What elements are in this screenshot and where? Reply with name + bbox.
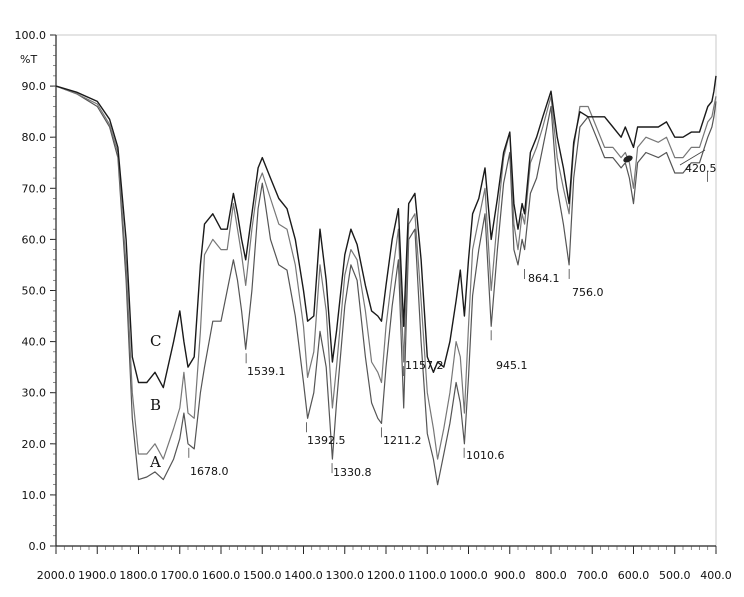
- y-tick-label: 20.0: [22, 438, 47, 451]
- y-tick-label: 30.0: [22, 387, 47, 400]
- curve-label-b: B: [150, 396, 161, 414]
- peak-label: 864.1: [528, 272, 560, 285]
- x-tick-label: 500.0: [659, 569, 691, 582]
- x-tick-label: 1400.0: [284, 569, 323, 582]
- y-tick-label: 70.0: [22, 182, 47, 195]
- x-tick-label: 1200.0: [367, 569, 406, 582]
- peak-label: 1330.8: [333, 466, 372, 479]
- peak-label: 1539.1: [247, 365, 286, 378]
- x-tick-label: 1100.0: [408, 569, 447, 582]
- series-line-a: [55, 85, 717, 486]
- y-tick-label: 80.0: [22, 131, 47, 144]
- peak-label: 1392.5: [307, 434, 346, 447]
- y-tick-label: 100.0: [15, 29, 47, 42]
- peak-label: 1678.0: [190, 465, 229, 478]
- x-tick-label: 1700.0: [161, 569, 200, 582]
- y-tick-label: 50.0: [22, 285, 47, 298]
- x-tick-label: 1600.0: [202, 569, 241, 582]
- series-line-b: [55, 85, 717, 460]
- peak-label: 945.1: [496, 359, 528, 372]
- x-tick-label: 600.0: [618, 569, 650, 582]
- y-tick-label: 60.0: [22, 233, 47, 246]
- peak-label: 756.0: [572, 286, 604, 299]
- series-line-c: [55, 75, 717, 389]
- peak-label: 420.5: [685, 162, 717, 175]
- x-tick-label: 2000.0: [37, 569, 76, 582]
- y-tick-label: 90.0: [22, 80, 47, 93]
- x-tick-label: 700.0: [577, 569, 609, 582]
- x-tick-label: 900.0: [494, 569, 526, 582]
- x-tick-label: 800.0: [535, 569, 567, 582]
- curve-label-a: A: [149, 453, 161, 471]
- y-tick-label: 40.0: [22, 336, 47, 349]
- peak-leader-line: [679, 149, 706, 166]
- x-tick-label: 400.0: [700, 569, 732, 582]
- peak-label: 1010.6: [466, 449, 505, 462]
- x-tick-label: 1500.0: [243, 569, 282, 582]
- y-tick-label: 0.0: [29, 540, 47, 553]
- x-tick-label: 1300.0: [326, 569, 365, 582]
- chart-annotations: 1678.0 1539.1 1392.5 1330.8 1211.2 1157.2 1010…: [149, 149, 717, 479]
- chart-series: [55, 75, 717, 486]
- spectrum-artifact-mark: [623, 155, 633, 163]
- x-tick-label: 1000.0: [449, 569, 488, 582]
- x-tick-label: 1800.0: [119, 569, 158, 582]
- chart-axes: 0.0 10.0 20.0 30.0 40.0 50.0 60.0 70.0 80.0 90.0 1…: [15, 29, 732, 582]
- curve-label-c: C: [150, 332, 161, 350]
- y-axis-label: %T: [20, 53, 37, 66]
- x-tick-label: 1900.0: [78, 569, 117, 582]
- peak-label: 1211.2: [383, 434, 422, 447]
- y-tick-label: 10.0: [22, 489, 47, 502]
- peak-label: 1157.2: [405, 359, 444, 372]
